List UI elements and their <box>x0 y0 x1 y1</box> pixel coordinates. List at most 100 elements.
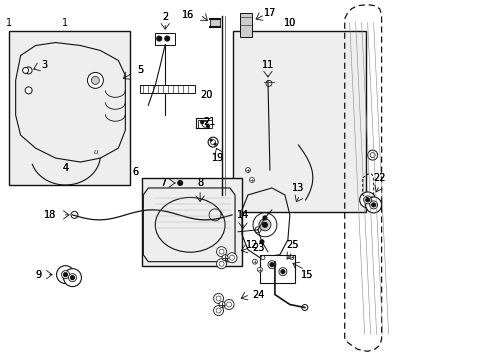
Circle shape <box>216 308 221 313</box>
Text: 15: 15 <box>300 270 312 280</box>
Text: 21: 21 <box>203 117 215 127</box>
Text: 19: 19 <box>211 153 224 163</box>
Circle shape <box>369 153 374 158</box>
Circle shape <box>213 306 223 315</box>
Circle shape <box>259 219 270 231</box>
Circle shape <box>216 296 221 301</box>
Circle shape <box>202 121 208 127</box>
Circle shape <box>267 261 275 269</box>
Text: 13: 13 <box>291 183 304 193</box>
Text: 8: 8 <box>197 178 203 188</box>
Circle shape <box>216 247 226 257</box>
Circle shape <box>280 270 285 274</box>
Circle shape <box>25 67 32 74</box>
Text: 25: 25 <box>286 240 299 250</box>
Text: 14: 14 <box>236 210 248 220</box>
Circle shape <box>365 198 369 202</box>
Circle shape <box>219 302 224 307</box>
Text: 7: 7 <box>160 178 166 188</box>
Text: 24: 24 <box>251 289 264 300</box>
Text: 8: 8 <box>197 178 203 188</box>
Circle shape <box>206 125 209 128</box>
Text: 11: 11 <box>261 60 273 71</box>
Text: 2: 2 <box>162 12 168 22</box>
Bar <box>210 19 220 27</box>
Text: 20: 20 <box>200 90 212 100</box>
Circle shape <box>226 253 237 263</box>
Circle shape <box>210 139 212 141</box>
Circle shape <box>252 213 276 237</box>
Text: 6: 6 <box>132 167 138 177</box>
Circle shape <box>63 273 67 276</box>
Text: 12: 12 <box>245 240 258 250</box>
Circle shape <box>61 271 69 279</box>
Text: 24: 24 <box>251 289 264 300</box>
Text: 19: 19 <box>211 153 224 163</box>
Text: 14: 14 <box>236 210 248 220</box>
Circle shape <box>219 261 224 266</box>
Bar <box>233 31 365 212</box>
Circle shape <box>213 293 223 303</box>
Text: 5: 5 <box>137 66 143 76</box>
Text: 13: 13 <box>291 183 304 193</box>
Circle shape <box>68 274 76 282</box>
Circle shape <box>367 150 377 160</box>
Circle shape <box>289 256 293 260</box>
Text: 4: 4 <box>62 163 68 173</box>
Circle shape <box>219 249 224 254</box>
Circle shape <box>224 300 234 310</box>
Circle shape <box>177 180 183 185</box>
Text: 16: 16 <box>182 10 194 20</box>
Circle shape <box>254 227 261 233</box>
Circle shape <box>208 137 218 147</box>
Circle shape <box>214 143 216 145</box>
Bar <box>140 85 195 93</box>
Bar <box>260 255 294 283</box>
Circle shape <box>226 302 231 307</box>
Text: 23: 23 <box>251 243 264 253</box>
Circle shape <box>369 201 377 209</box>
Bar <box>9 31 130 185</box>
Text: 7: 7 <box>160 178 166 188</box>
Bar <box>155 32 175 45</box>
Text: 3: 3 <box>41 60 47 71</box>
Bar <box>240 13 251 37</box>
Circle shape <box>210 140 215 145</box>
Circle shape <box>245 167 250 172</box>
Text: 17: 17 <box>263 8 276 18</box>
Circle shape <box>265 80 271 86</box>
Text: 15: 15 <box>300 270 312 280</box>
Text: 9: 9 <box>36 270 41 280</box>
Circle shape <box>22 67 29 73</box>
Circle shape <box>157 36 162 41</box>
Text: 9: 9 <box>36 270 41 280</box>
Bar <box>198 120 212 128</box>
Circle shape <box>278 268 286 276</box>
Circle shape <box>229 255 234 260</box>
Text: 12: 12 <box>245 240 258 250</box>
Circle shape <box>257 267 262 272</box>
Text: 1: 1 <box>62 18 68 28</box>
Circle shape <box>371 203 375 207</box>
Text: 22: 22 <box>373 173 385 183</box>
Text: 22: 22 <box>373 173 385 183</box>
Text: 20: 20 <box>200 90 212 100</box>
Text: 2: 2 <box>162 12 168 22</box>
Text: 17: 17 <box>263 8 276 18</box>
Circle shape <box>87 72 103 88</box>
Circle shape <box>63 269 81 287</box>
Circle shape <box>263 216 266 220</box>
Circle shape <box>91 76 99 84</box>
Circle shape <box>249 177 254 183</box>
Text: 23: 23 <box>251 243 264 253</box>
Bar <box>142 178 242 266</box>
Circle shape <box>216 259 226 269</box>
Circle shape <box>200 121 203 124</box>
Circle shape <box>359 192 375 208</box>
Text: 11: 11 <box>261 60 273 71</box>
Circle shape <box>363 196 371 204</box>
Text: 18: 18 <box>44 210 57 220</box>
Text: 1: 1 <box>5 18 12 28</box>
Circle shape <box>269 263 273 267</box>
Text: 10: 10 <box>283 18 295 28</box>
